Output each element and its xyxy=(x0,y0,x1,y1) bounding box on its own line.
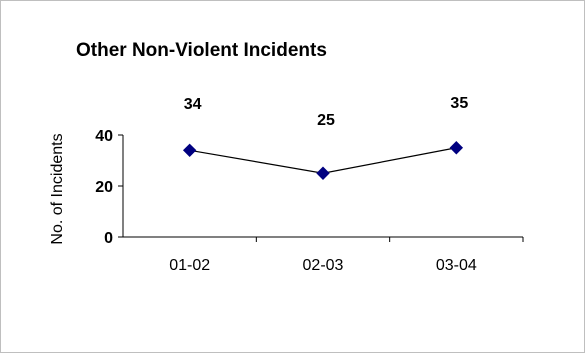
x-tick-label: 03-04 xyxy=(436,257,477,274)
y-tick-label: 0 xyxy=(104,230,113,247)
data-label: 34 xyxy=(184,96,202,113)
y-axis-label: No. of Incidents xyxy=(49,133,66,244)
data-label: 25 xyxy=(317,112,335,129)
x-tick-label: 01-02 xyxy=(169,257,210,274)
data-label: 35 xyxy=(450,95,468,112)
x-tick-label: 02-03 xyxy=(303,257,344,274)
data-point-marker xyxy=(316,166,330,180)
data-point-marker xyxy=(449,141,464,155)
data-point-marker xyxy=(182,143,197,158)
y-tick-label: 20 xyxy=(95,179,113,196)
chart-title: Other Non-Violent Incidents xyxy=(76,40,327,61)
y-tick-label: 40 xyxy=(95,128,113,145)
